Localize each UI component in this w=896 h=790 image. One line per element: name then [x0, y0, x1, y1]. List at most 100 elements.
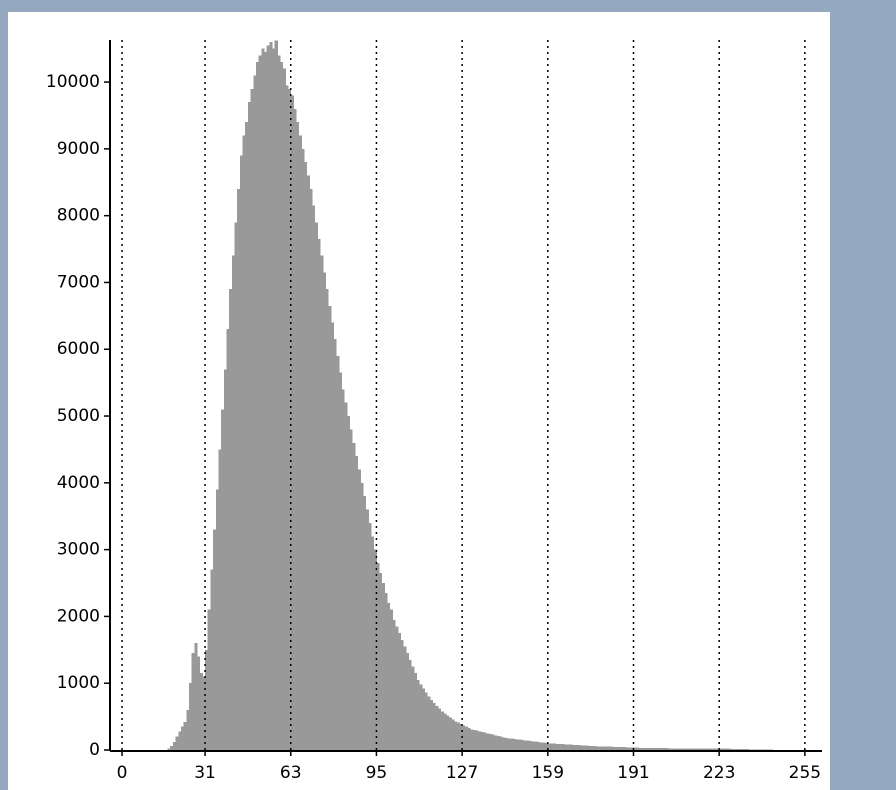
bar [306, 175, 310, 750]
bar [579, 745, 584, 750]
bar [440, 711, 444, 750]
bar [360, 482, 364, 750]
bar [480, 731, 484, 750]
bar [197, 656, 201, 750]
bar [563, 744, 567, 750]
bar [170, 745, 174, 750]
bar [547, 743, 551, 750]
bar [459, 723, 463, 750]
bar [510, 738, 514, 750]
bar [237, 188, 241, 750]
bar [215, 489, 219, 750]
bar [472, 729, 476, 750]
bar [451, 719, 455, 750]
bar [400, 639, 404, 750]
bar [681, 748, 685, 750]
bar [250, 88, 254, 750]
bar [175, 736, 179, 750]
bar [596, 746, 600, 750]
y-tick-label: 6000 [57, 339, 100, 359]
bar [427, 696, 431, 750]
bar [389, 609, 393, 750]
bar [226, 329, 230, 750]
bar [341, 389, 345, 750]
bar [395, 626, 399, 750]
bar [662, 748, 667, 750]
bar [724, 748, 728, 750]
bar [537, 741, 541, 750]
bar [314, 222, 318, 751]
bar [512, 738, 517, 750]
bar [205, 649, 209, 750]
bar [526, 740, 530, 750]
bar [365, 509, 369, 750]
bar [330, 322, 334, 750]
bar [641, 747, 645, 750]
bar [470, 729, 474, 750]
bar [180, 726, 185, 750]
bar [636, 747, 640, 750]
bar [368, 522, 372, 750]
bar [743, 749, 747, 750]
x-tick-label: 255 [789, 763, 821, 783]
bar [191, 653, 195, 750]
bar [483, 732, 487, 750]
bar [167, 748, 171, 750]
bar [620, 747, 624, 750]
bar [172, 741, 177, 750]
bar [668, 748, 672, 750]
bar [429, 699, 434, 750]
bar [737, 748, 741, 750]
bar [499, 736, 503, 750]
bar [253, 75, 257, 751]
bar [373, 549, 377, 750]
x-tick-label: 0 [117, 763, 128, 783]
bar [379, 573, 383, 750]
bar [697, 748, 701, 750]
bar [381, 583, 385, 750]
bar [735, 748, 739, 750]
bar [349, 429, 353, 750]
bar [748, 749, 752, 750]
bar [421, 688, 426, 750]
bar [285, 85, 289, 750]
bar [304, 162, 308, 750]
bar [531, 741, 535, 750]
bar [494, 735, 498, 750]
bar [601, 746, 605, 750]
bar [411, 666, 415, 750]
bar [188, 683, 193, 750]
bar [507, 738, 511, 750]
bar [751, 749, 755, 750]
bar [371, 536, 375, 750]
x-tick-label: 223 [703, 763, 735, 783]
bar [649, 747, 653, 750]
bar [376, 562, 380, 750]
bar [502, 737, 506, 750]
bar [606, 746, 610, 750]
bar [719, 748, 723, 750]
bar [355, 456, 359, 750]
bar [293, 108, 297, 751]
bar [344, 402, 348, 750]
bar [183, 721, 187, 750]
bar [397, 633, 401, 750]
bar [199, 673, 203, 750]
bar [488, 733, 492, 750]
bar [679, 748, 683, 750]
bar [346, 416, 351, 750]
y-tick-label: 8000 [57, 206, 100, 226]
bar [660, 748, 664, 750]
bar [646, 747, 650, 750]
bar [266, 45, 270, 750]
bar [504, 737, 509, 750]
bar [207, 609, 211, 750]
bar [202, 676, 206, 750]
bar [496, 735, 501, 750]
bar [435, 705, 439, 750]
y-tick-label: 3000 [57, 540, 100, 560]
bar [186, 709, 190, 750]
bar [711, 748, 715, 750]
bar [258, 55, 262, 750]
